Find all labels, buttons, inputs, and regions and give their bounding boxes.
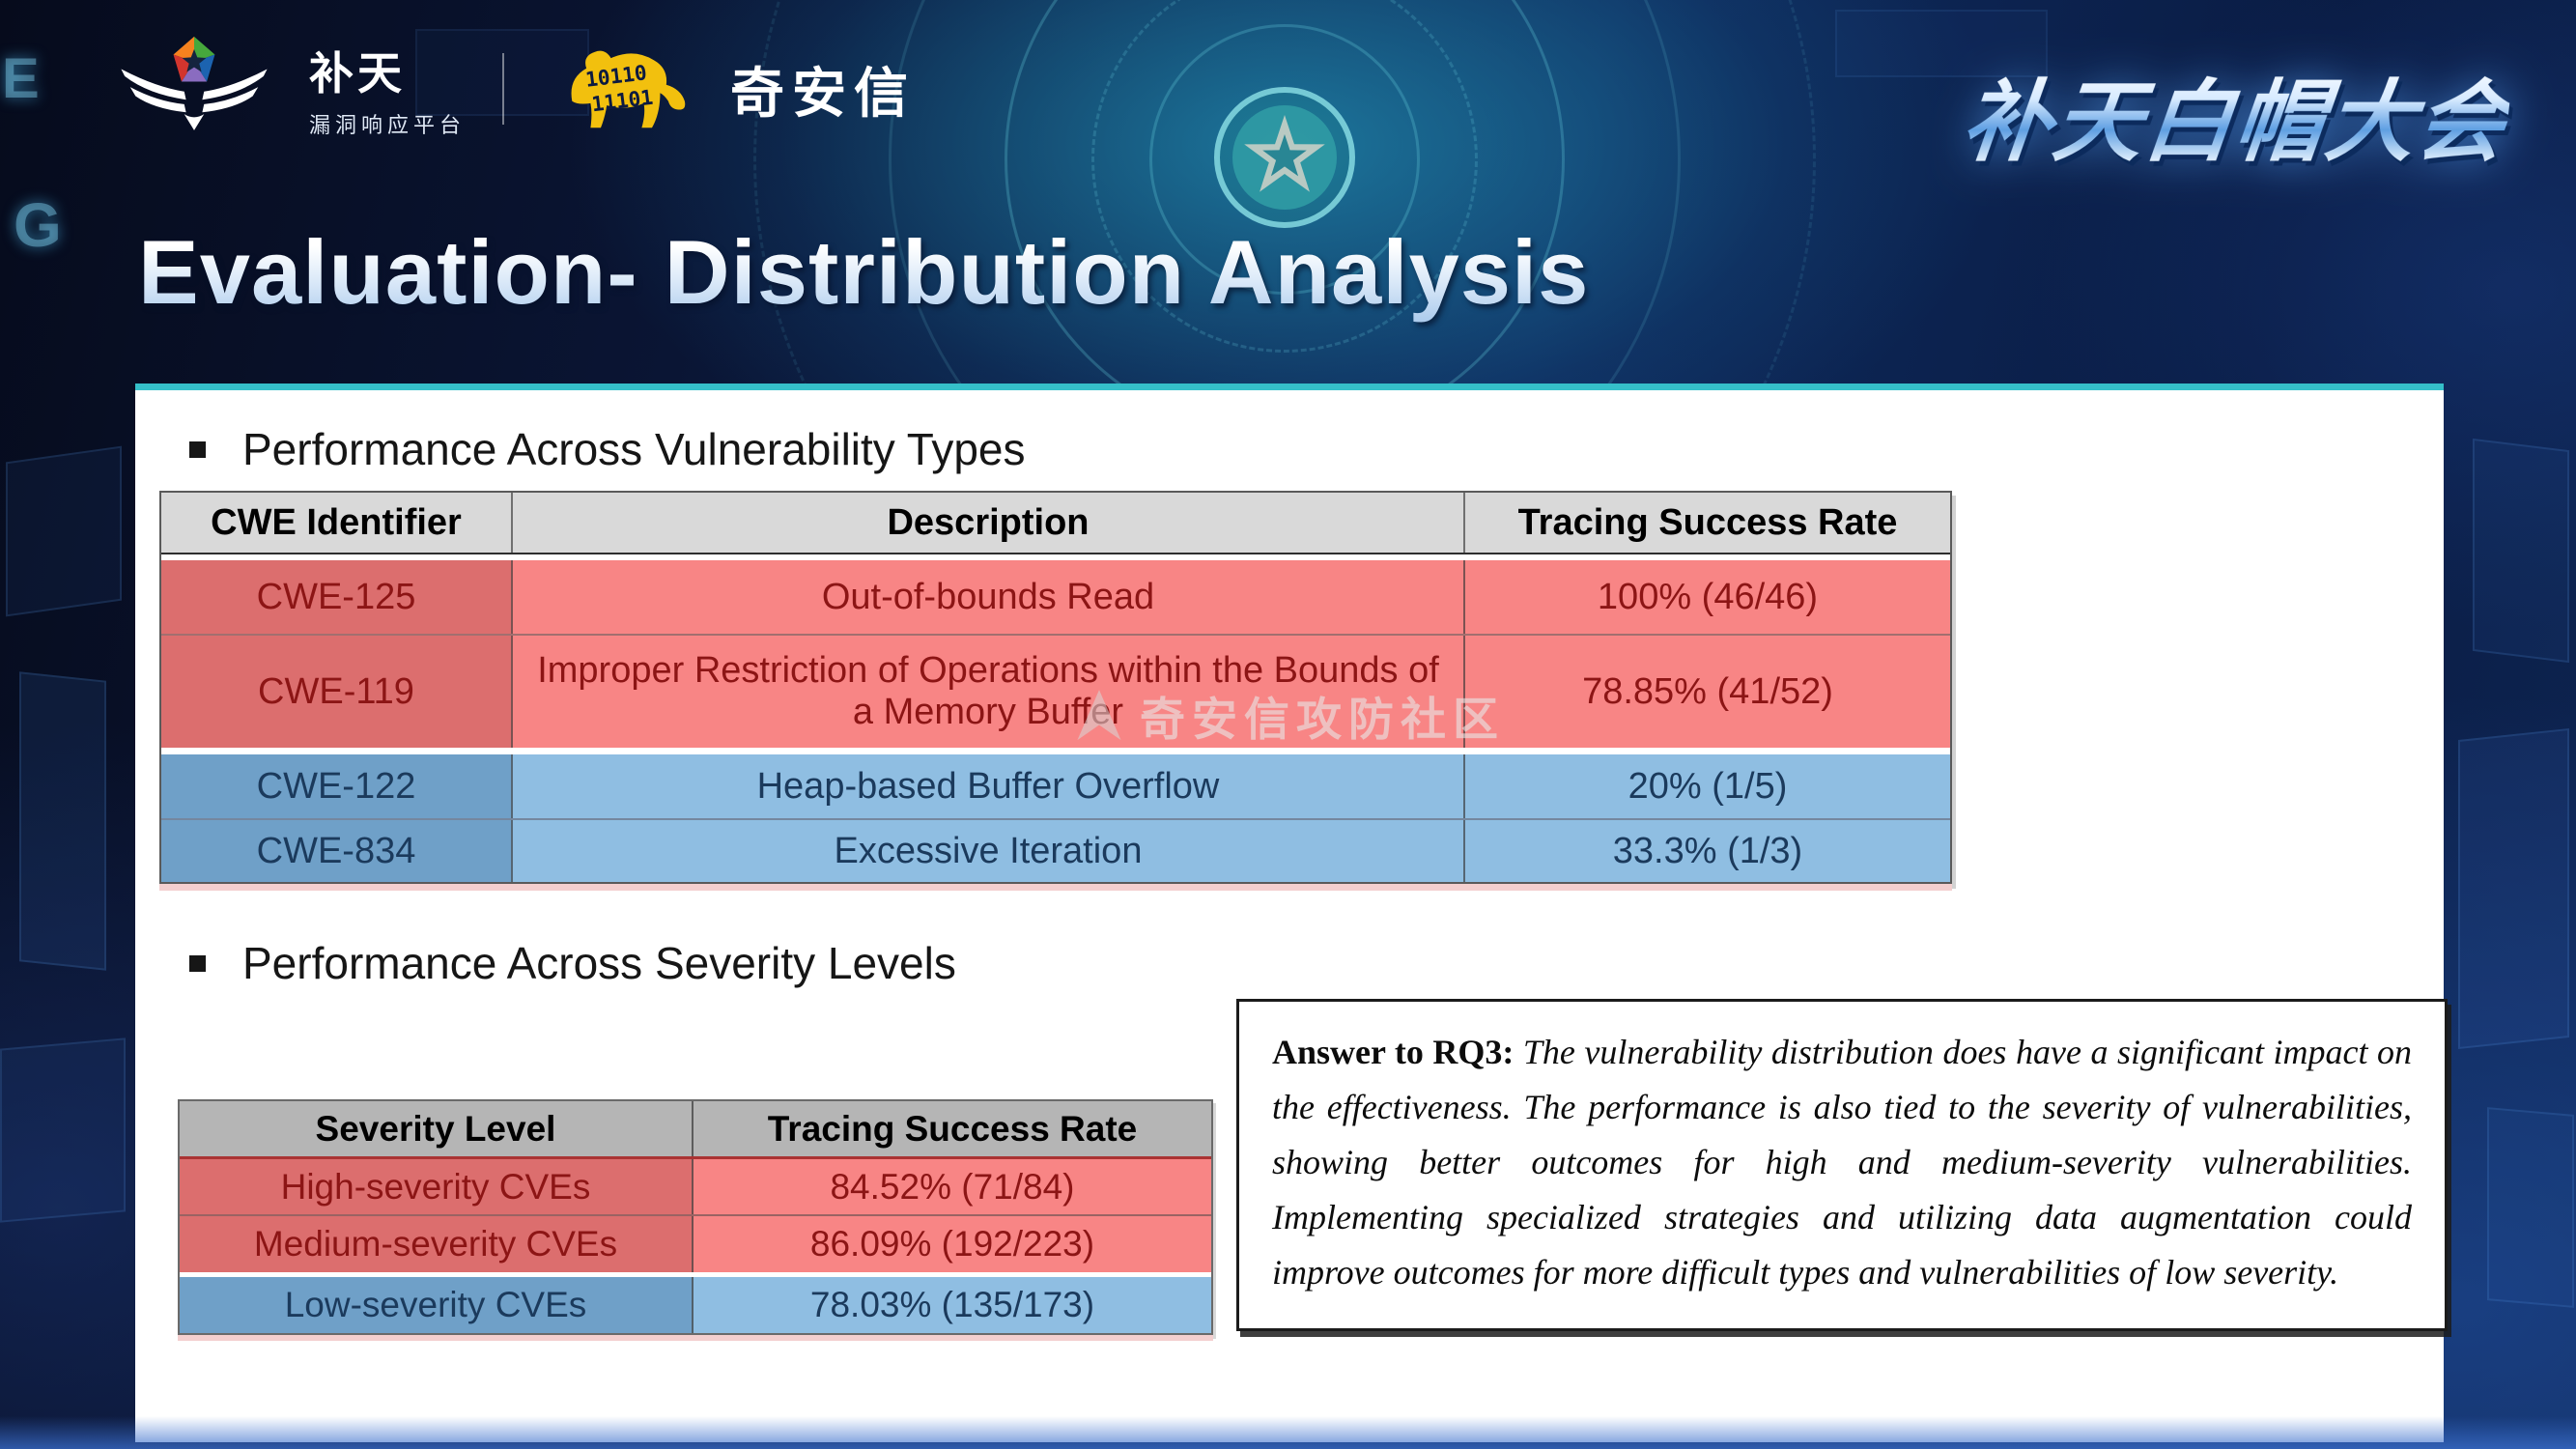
- column-header-tracing-success-rate: Tracing Success Rate: [692, 1101, 1211, 1156]
- building-decoration: [19, 671, 106, 971]
- rate-cell: 33.3% (1/3): [1463, 820, 1950, 882]
- page-title: Evaluation- Distribution Analysis: [138, 221, 1590, 323]
- watermark: 奇安信攻防社区: [1074, 682, 1505, 749]
- bottom-glow-strip: [0, 1416, 2576, 1449]
- description-cell: Improper Restriction of Operations withi…: [511, 636, 1463, 748]
- square-bullet-icon: [189, 954, 206, 972]
- severity-cell: High-severity CVEs: [180, 1159, 692, 1214]
- column-header-severity-level: Severity Level: [315, 1108, 556, 1149]
- butian-logo-subtitle: 漏洞响应平台: [309, 113, 467, 137]
- answer-label: Answer to RQ3:: [1272, 1033, 1514, 1071]
- qianxin-logo-text: 奇安信: [730, 62, 917, 124]
- section-heading-vulnerability-types: Performance Across Vulnerability Types: [189, 423, 1025, 475]
- rate-cell: 84.52% (71/84): [692, 1159, 1211, 1214]
- rate-cell: 100% (46/46): [1463, 560, 1950, 634]
- section-heading-label: Performance Across Severity Levels: [242, 938, 956, 988]
- table-row-high-severity: High-severity CVEs 84.52% (71/84): [180, 1159, 1211, 1214]
- building-decoration: [415, 29, 589, 116]
- square-bullet-icon: [189, 440, 206, 458]
- section-heading-severity-levels: Performance Across Severity Levels: [189, 937, 956, 989]
- description-cell: Excessive Iteration: [511, 820, 1463, 882]
- neon-letter: E: [2, 47, 40, 110]
- cwe-cell: CWE-122: [161, 754, 511, 818]
- butian-logo-title: 补天: [309, 48, 406, 99]
- severity-cell: Low-severity CVEs: [180, 1277, 692, 1333]
- section-heading-label: Performance Across Vulnerability Types: [242, 424, 1026, 474]
- watermark-logo-icon: [1077, 689, 1121, 740]
- answer-box: Answer to RQ3: The vulnerability distrib…: [1236, 999, 2448, 1332]
- butian-wordmark: 补天 漏洞响应平台: [309, 39, 466, 139]
- table-row-low-severity: Low-severity CVEs 78.03% (135/173): [180, 1277, 1211, 1333]
- severity-cell: Medium-severity CVEs: [180, 1216, 692, 1272]
- neon-letter: G: [14, 190, 62, 260]
- severity-table: Severity Level Tracing Success Rate High…: [178, 1099, 1213, 1335]
- star-emblem-icon: [1214, 87, 1355, 228]
- rate-cell: 86.09% (192/223): [692, 1216, 1211, 1272]
- butian-wings-logo-icon: [121, 36, 268, 130]
- cwe-cell: CWE-834: [161, 820, 511, 882]
- severity-table-header-row: Severity Level Tracing Success Rate: [180, 1101, 1211, 1159]
- building-decoration: [0, 1037, 126, 1223]
- qianxin-tiger-logo-icon: 10110 11101: [571, 50, 686, 128]
- building-decoration: [6, 445, 122, 617]
- table-gap: [161, 748, 1950, 754]
- logo-bar: 补天 漏洞响应平台 10110 11101 奇安信: [108, 35, 916, 143]
- conference-logo: 补天白帽大会: [1957, 50, 2515, 179]
- rate-cell: 78.03% (135/173): [692, 1277, 1211, 1333]
- cwe-table: CWE Identifier Description Tracing Succe…: [159, 491, 1952, 884]
- table-row-cwe-119: CWE-119 Improper Restriction of Operatio…: [161, 634, 1950, 748]
- building-decoration: [2473, 438, 2569, 664]
- column-header-description: Description: [511, 493, 1463, 553]
- table-gap: [161, 554, 1950, 560]
- answer-text: The vulnerability distribution does have…: [1272, 1033, 2412, 1292]
- rate-cell: 78.85% (41/52): [1463, 636, 1950, 748]
- column-header-tracing-success-rate: Tracing Success Rate: [1463, 493, 1950, 553]
- building-decoration: [2458, 727, 2569, 1050]
- table-gap: [180, 1272, 1211, 1277]
- logo-divider: [502, 53, 505, 125]
- content-panel: Performance Across Vulnerability Types C…: [135, 384, 2448, 1442]
- building-decoration: [1835, 10, 2048, 77]
- rate-cell: 20% (1/5): [1463, 754, 1950, 818]
- table-row-cwe-122: CWE-122 Heap-based Buffer Overflow 20% (…: [161, 754, 1950, 818]
- cwe-cell: CWE-119: [161, 636, 511, 748]
- building-decoration: [2487, 1107, 2574, 1308]
- cwe-table-header-row: CWE Identifier Description Tracing Succe…: [161, 493, 1950, 554]
- table-row-cwe-834: CWE-834 Excessive Iteration 33.3% (1/3): [161, 818, 1950, 882]
- table-row-medium-severity: Medium-severity CVEs 86.09% (192/223): [180, 1214, 1211, 1272]
- description-cell: Heap-based Buffer Overflow: [511, 754, 1463, 818]
- column-header-cwe-identifier: CWE Identifier: [211, 501, 462, 543]
- cwe-cell: CWE-125: [161, 560, 511, 634]
- table-row-cwe-125: CWE-125 Out-of-bounds Read 100% (46/46): [161, 560, 1950, 634]
- watermark-text: 奇安信攻防社区: [1140, 694, 1505, 745]
- description-cell: Out-of-bounds Read: [511, 560, 1463, 634]
